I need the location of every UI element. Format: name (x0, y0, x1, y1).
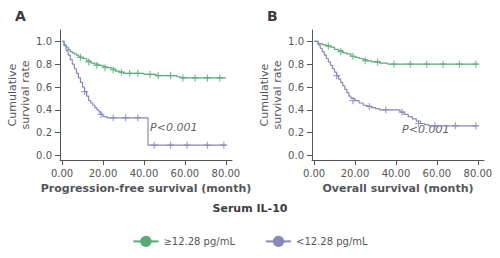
svg-text:survival rate: survival rate (19, 60, 32, 129)
svg-text:0.6: 0.6 (288, 82, 304, 93)
svg-text:survival rate: survival rate (271, 60, 284, 129)
svg-text:1.0: 1.0 (288, 36, 304, 47)
svg-text:<12.28 pg/mL: <12.28 pg/mL (296, 236, 368, 247)
svg-text:0.0: 0.0 (288, 150, 304, 161)
svg-text:0.6: 0.6 (36, 82, 52, 93)
svg-text:Progression-free survival (mon: Progression-free survival (month) (41, 182, 252, 195)
svg-text:20.00: 20.00 (89, 168, 118, 179)
svg-text:40.00: 40.00 (382, 168, 411, 179)
svg-text:1.0: 1.0 (36, 36, 52, 47)
svg-text:Cumulative: Cumulative (6, 63, 19, 126)
svg-text:80.00: 80.00 (464, 168, 493, 179)
svg-text:0.8: 0.8 (288, 59, 304, 70)
svg-text:0.4: 0.4 (288, 104, 304, 115)
svg-text:80.00: 80.00 (212, 168, 241, 179)
svg-text:60.00: 60.00 (171, 168, 200, 179)
svg-text:0.00: 0.00 (303, 168, 325, 179)
svg-text:Overall survival (month): Overall survival (month) (322, 182, 473, 195)
svg-text:0.2: 0.2 (36, 127, 52, 138)
svg-text:0.4: 0.4 (36, 104, 52, 115)
svg-text:A: A (15, 8, 26, 24)
svg-text:0.2: 0.2 (288, 127, 304, 138)
svg-text:Serum IL-10: Serum IL-10 (213, 202, 288, 215)
svg-text:0.8: 0.8 (36, 59, 52, 70)
svg-text:P<0.001: P<0.001 (402, 122, 450, 136)
svg-text:P<0.001: P<0.001 (150, 121, 197, 134)
svg-text:0.0: 0.0 (36, 150, 52, 161)
svg-text:40.00: 40.00 (130, 168, 159, 179)
svg-text:0.00: 0.00 (51, 168, 73, 179)
svg-text:60.00: 60.00 (423, 168, 452, 179)
svg-text:20.00: 20.00 (341, 168, 370, 179)
svg-text:≥12.28 pg/mL: ≥12.28 pg/mL (163, 236, 235, 247)
svg-text:B: B (267, 8, 278, 24)
svg-text:Cumulative: Cumulative (258, 63, 271, 126)
